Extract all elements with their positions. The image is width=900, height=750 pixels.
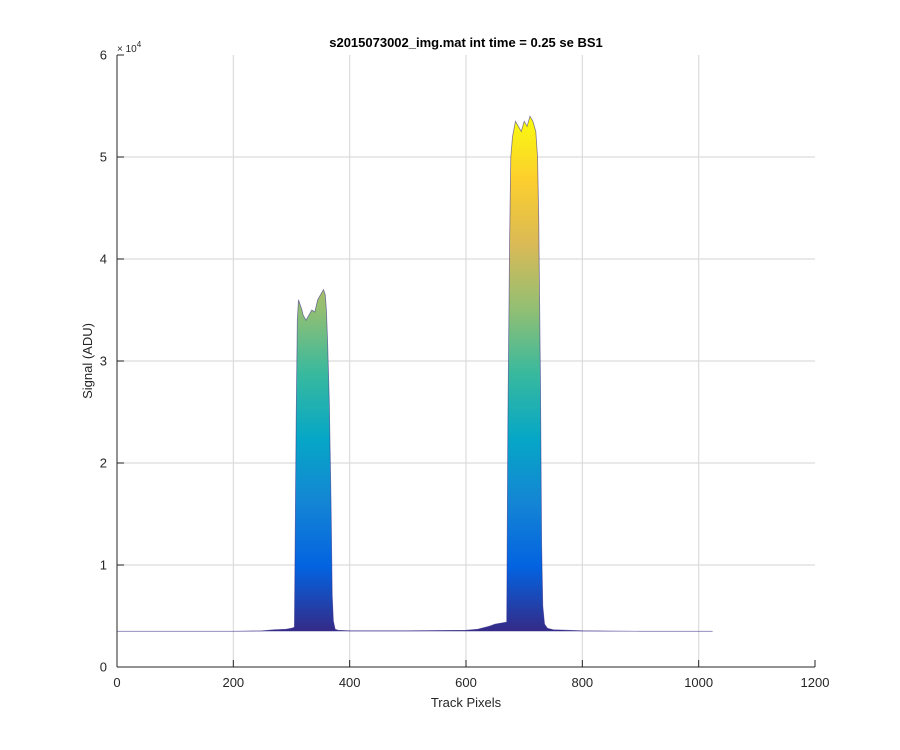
y-tick-label: 5 (100, 150, 107, 165)
chart-title: s2015073002_img.mat int time = 0.25 se B… (329, 35, 603, 50)
x-tick-label: 400 (339, 675, 361, 690)
x-tick-label: 600 (455, 675, 477, 690)
series-layer (117, 115, 713, 632)
y-axis-exponent: × 104 (117, 40, 142, 55)
y-axis-exponent-base: × 10 (117, 44, 137, 55)
x-tick-label: 0 (113, 675, 120, 690)
y-tick-label: 0 (100, 660, 107, 675)
y-axis-label: Signal (ADU) (80, 323, 95, 399)
y-tick-label: 1 (100, 558, 107, 573)
y-tick-label: 2 (100, 456, 107, 471)
x-tick-label: 1000 (684, 675, 713, 690)
grid-lines (117, 55, 815, 667)
signal-edge (117, 115, 713, 632)
x-axis-ticks: 0 200 400 600 800 1000 1200 (113, 660, 829, 690)
x-axis-label: Track Pixels (431, 695, 502, 710)
y-axis-exponent-power: 4 (137, 40, 142, 49)
y-tick-label: 3 (100, 354, 107, 369)
x-tick-label: 800 (571, 675, 593, 690)
y-tick-label: 6 (100, 48, 107, 63)
y-axis-ticks: 0 1 2 3 4 5 6 (100, 48, 124, 675)
y-tick-label: 4 (100, 252, 107, 267)
x-tick-label: 1200 (801, 675, 830, 690)
x-tick-label: 200 (222, 675, 244, 690)
